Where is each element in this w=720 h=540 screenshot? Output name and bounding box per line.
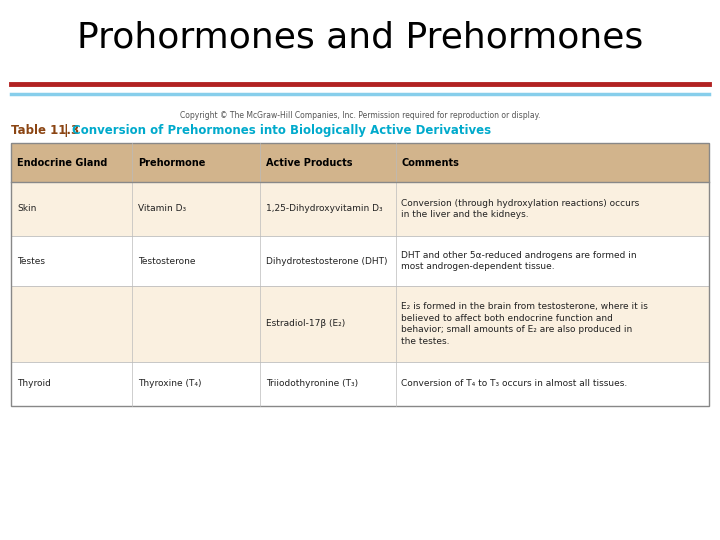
Text: Skin: Skin [17, 205, 36, 213]
Text: Conversion of T₄ to T₃ occurs in almost all tissues.: Conversion of T₄ to T₃ occurs in almost … [401, 380, 628, 388]
Text: Comments: Comments [401, 158, 459, 167]
Text: Endocrine Gland: Endocrine Gland [17, 158, 107, 167]
Text: Thyroxine (T₄): Thyroxine (T₄) [138, 380, 202, 388]
FancyBboxPatch shape [12, 286, 708, 362]
Text: Conversion of Prehormones into Biologically Active Derivatives: Conversion of Prehormones into Biologica… [73, 124, 492, 137]
Text: Conversion (through hydroxylation reactions) occurs
in the liver and the kidneys: Conversion (through hydroxylation reacti… [401, 199, 639, 219]
Text: Testes: Testes [17, 256, 45, 266]
Text: DHT and other 5α-reduced androgens are formed in
most androgen-dependent tissue.: DHT and other 5α-reduced androgens are f… [401, 251, 637, 272]
FancyBboxPatch shape [12, 236, 708, 286]
Text: Vitamin D₃: Vitamin D₃ [138, 205, 186, 213]
Text: 1,25-Dihydroxyvitamin D₃: 1,25-Dihydroxyvitamin D₃ [266, 205, 382, 213]
Text: Copyright © The McGraw-Hill Companies, Inc. Permission required for reproduction: Copyright © The McGraw-Hill Companies, I… [180, 111, 540, 119]
FancyBboxPatch shape [12, 182, 708, 236]
Text: Testosterone: Testosterone [138, 256, 195, 266]
Text: Prehormone: Prehormone [138, 158, 205, 167]
FancyBboxPatch shape [12, 362, 708, 406]
Text: Table 11.3: Table 11.3 [12, 124, 79, 137]
Text: Triiodothyronine (T₃): Triiodothyronine (T₃) [266, 380, 358, 388]
Text: E₂ is formed in the brain from testosterone, where it is
believed to affect both: E₂ is formed in the brain from testoster… [401, 302, 648, 346]
Text: Estradiol-17β (E₂): Estradiol-17β (E₂) [266, 320, 346, 328]
Text: Active Products: Active Products [266, 158, 353, 167]
Text: Thyroid: Thyroid [17, 380, 51, 388]
Text: Prohormones and Prehormones: Prohormones and Prehormones [77, 21, 643, 55]
Text: Dihydrotestosterone (DHT): Dihydrotestosterone (DHT) [266, 256, 387, 266]
FancyBboxPatch shape [12, 143, 708, 182]
Text: |: | [63, 124, 68, 137]
